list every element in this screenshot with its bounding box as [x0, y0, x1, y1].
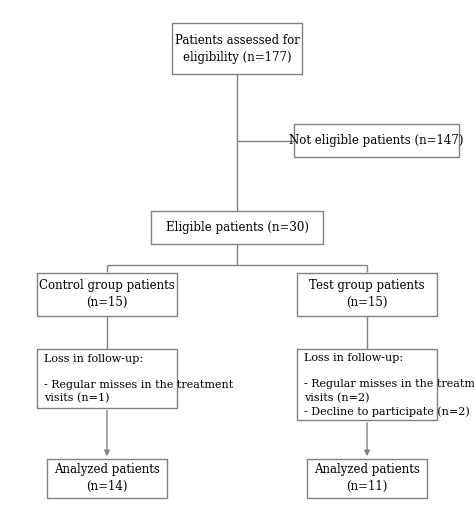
- Text: Analyzed patients
(n=14): Analyzed patients (n=14): [54, 464, 160, 493]
- FancyBboxPatch shape: [37, 349, 177, 408]
- Text: Analyzed patients
(n=11): Analyzed patients (n=11): [314, 464, 420, 493]
- FancyBboxPatch shape: [151, 211, 323, 244]
- Text: Patients assessed for
eligibility (n=177): Patients assessed for eligibility (n=177…: [174, 34, 300, 64]
- Text: Test group patients
(n=15): Test group patients (n=15): [309, 279, 425, 309]
- Text: Control group patients
(n=15): Control group patients (n=15): [39, 279, 175, 309]
- FancyBboxPatch shape: [172, 23, 302, 74]
- FancyBboxPatch shape: [297, 272, 437, 316]
- FancyBboxPatch shape: [46, 459, 167, 497]
- Text: Eligible patients (n=30): Eligible patients (n=30): [165, 221, 309, 234]
- FancyBboxPatch shape: [294, 124, 459, 158]
- Text: Not eligible patients (n=147): Not eligible patients (n=147): [289, 134, 464, 147]
- FancyBboxPatch shape: [307, 459, 428, 497]
- Text: Loss in follow-up:

- Regular misses in the treatment
visits (n=2)
- Decline to : Loss in follow-up: - Regular misses in t…: [304, 353, 474, 417]
- FancyBboxPatch shape: [37, 272, 177, 316]
- Text: Loss in follow-up:

- Regular misses in the treatment
visits (n=1): Loss in follow-up: - Regular misses in t…: [44, 353, 234, 404]
- FancyBboxPatch shape: [297, 350, 437, 420]
